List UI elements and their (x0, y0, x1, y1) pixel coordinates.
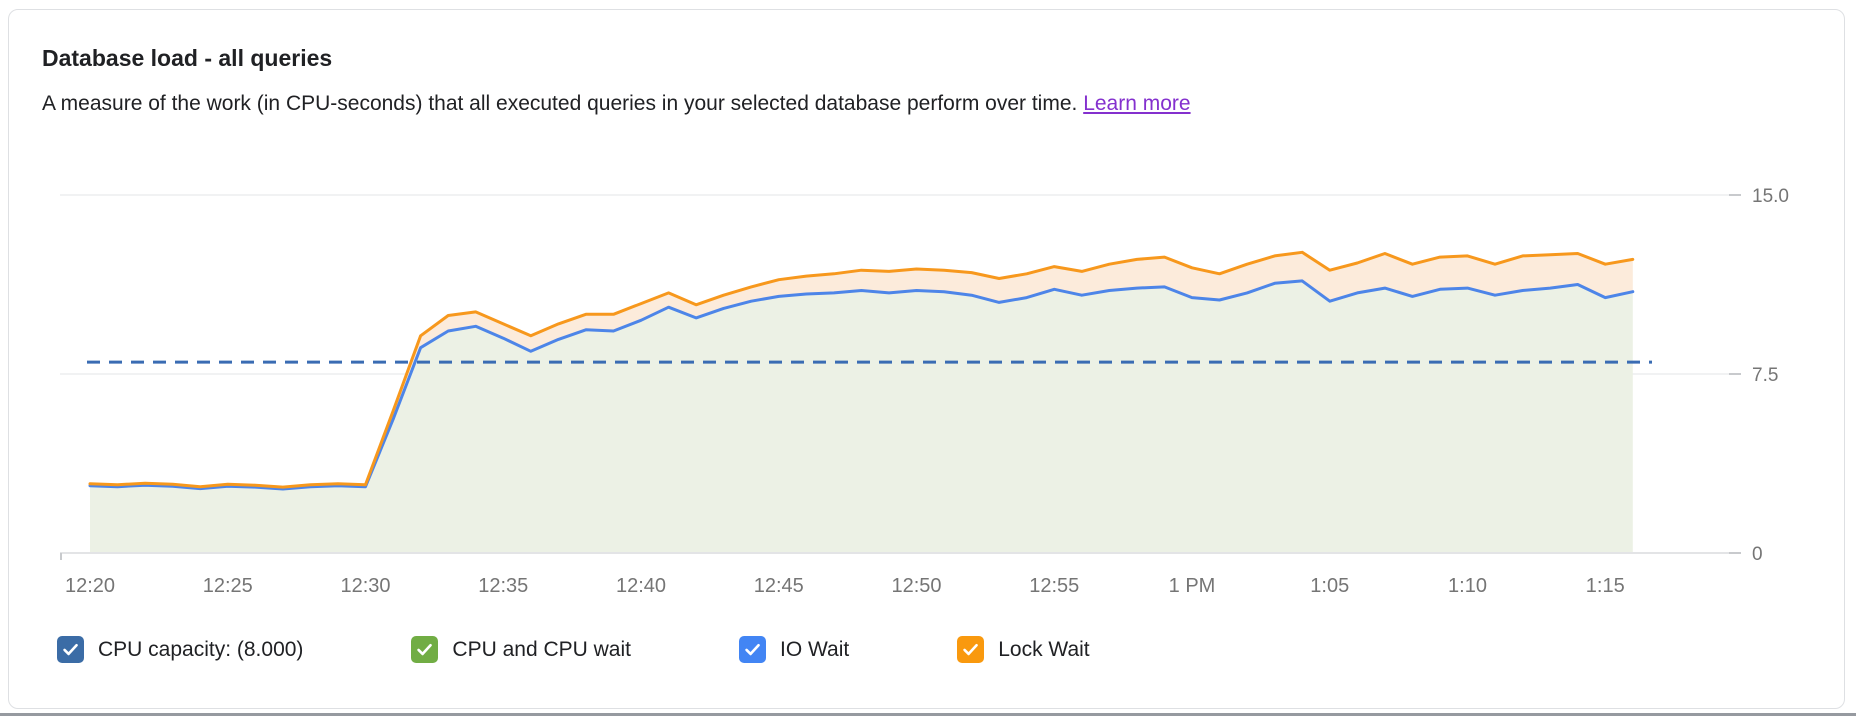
legend-label: Lock Wait (998, 637, 1090, 661)
check-icon (63, 643, 78, 656)
legend-checkbox-cpu-and-cpu-wait[interactable] (411, 636, 439, 663)
check-icon (745, 643, 760, 656)
legend-item-lock-wait[interactable]: Lock Wait (957, 636, 1090, 663)
legend-checkbox-cpu-capacity[interactable] (57, 636, 84, 663)
legend-item-cpu-and-cpu-wait[interactable]: CPU and CPU wait (411, 636, 631, 663)
legend-label: CPU capacity: (8.000) (98, 637, 304, 661)
learn-more-link[interactable]: Learn more (1083, 92, 1191, 115)
legend-label: IO Wait (779, 637, 850, 661)
chart-legend: CPU capacity: (8.000) CPU and CPU wait IO … (57, 636, 1090, 663)
legend-item-io-wait[interactable]: IO Wait (738, 636, 850, 663)
check-icon (963, 643, 979, 656)
legend-checkbox-lock-wait[interactable] (957, 636, 985, 663)
page-title: Database load - all queries (42, 45, 333, 71)
legend-label: CPU and CPU wait (452, 637, 631, 661)
legend-checkbox-io-wait[interactable] (738, 636, 766, 663)
subtitle-text: A measure of the work (in CPU-seconds) t… (42, 92, 1078, 115)
check-icon (417, 643, 433, 656)
bottom-divider (0, 713, 1856, 716)
card-subtitle: A measure of the work (in CPU-seconds) t… (42, 92, 1191, 116)
legend-item-cpu-capacity[interactable]: CPU capacity: (8.000) (57, 636, 303, 663)
